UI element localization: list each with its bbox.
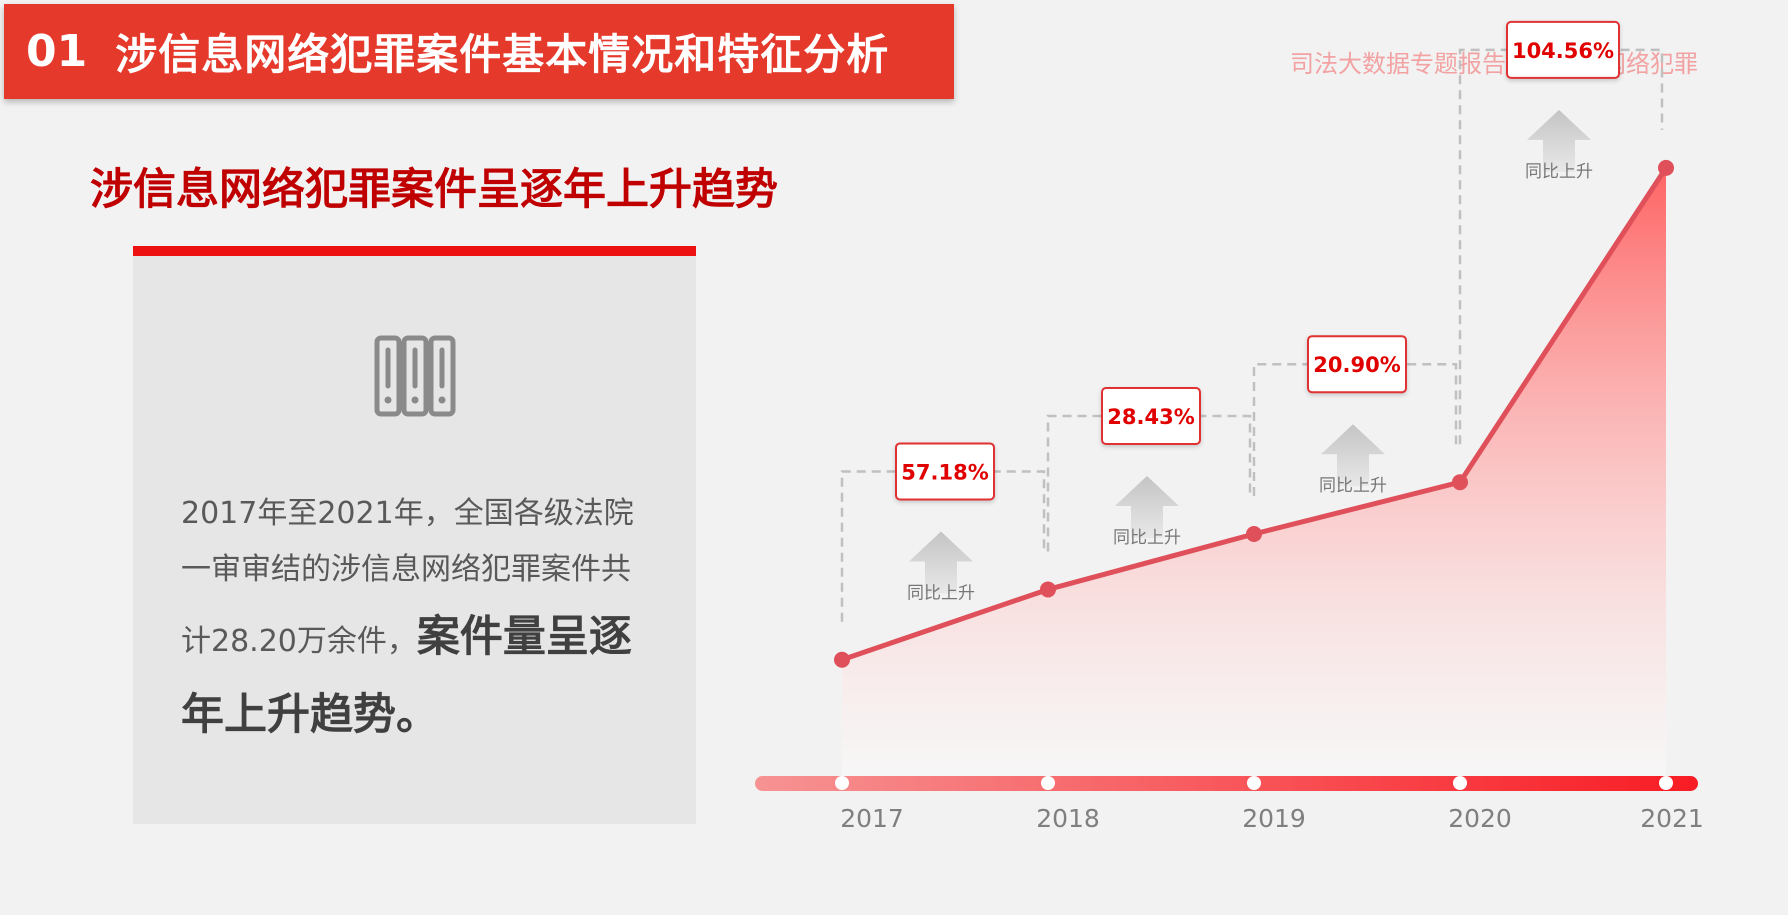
growth-label: 104.56%: [1512, 39, 1614, 63]
header-banner: 01 涉信息网络犯罪案件基本情况和特征分析: [4, 4, 954, 99]
growth-label-box: [1101, 386, 1201, 445]
growth-caption: 同比上升: [1319, 476, 1387, 496]
growth-bracket: [840, 470, 1046, 622]
info-text-line3: 计28.20万余件，: [181, 624, 417, 659]
data-point: [834, 651, 850, 668]
info-text-line1: 2017年至2021年，全国各级法院: [181, 496, 634, 531]
axis-tick: [1453, 776, 1467, 790]
info-card-text: 2017年至2021年，全国各级法院 一审审结的涉信息网络犯罪案件共 计28.2…: [181, 486, 661, 754]
growth-label: 28.43%: [1107, 405, 1194, 429]
x-tick-label: 2018: [1036, 804, 1100, 833]
axis-tick: [1041, 776, 1055, 790]
axis-tick: [835, 776, 849, 790]
up-arrow-icon: [909, 531, 973, 594]
x-axis-bar: [755, 776, 1698, 791]
header-number: 01: [26, 26, 88, 77]
x-tick-label: 2017: [840, 804, 904, 833]
info-card-topbar: [133, 246, 696, 256]
up-arrow-icon: [1527, 109, 1591, 172]
growth-bracket: [1046, 414, 1252, 552]
data-point: [1658, 159, 1674, 176]
report-tag: 司法大数据专题报告之涉信息网络犯罪: [1290, 50, 1698, 78]
info-card: 2017年至2021年，全国各级法院 一审审结的涉信息网络犯罪案件共 计28.2…: [133, 246, 696, 824]
x-tick-label: 2020: [1448, 804, 1512, 833]
up-arrow-icon: [1321, 424, 1385, 487]
x-tick-label: 2019: [1242, 804, 1306, 833]
up-arrow-icon: [1115, 475, 1179, 538]
growth-caption: 同比上升: [907, 583, 975, 603]
area-fill: [842, 167, 1666, 784]
growth-caption: 同比上升: [1525, 162, 1593, 182]
binders-icon: [374, 335, 456, 417]
data-point: [1040, 581, 1056, 598]
growth-caption: 同比上升: [1113, 528, 1181, 548]
header-title: 涉信息网络犯罪案件基本情况和特征分析: [115, 30, 890, 79]
data-point: [1246, 525, 1262, 542]
growth-label-box: [1506, 20, 1620, 79]
axis-tick: [1247, 776, 1261, 790]
growth-label: 20.90%: [1313, 353, 1400, 377]
x-tick-label: 2021: [1640, 804, 1704, 833]
growth-label-box: [895, 442, 995, 501]
growth-label-box: [1307, 335, 1407, 394]
info-text-emphasis: 案件量呈逐年上升趋势。: [181, 612, 632, 740]
info-text-line2: 一审审结的涉信息网络犯罪案件共: [181, 552, 631, 587]
data-point: [1452, 474, 1468, 491]
axis-tick: [1659, 776, 1673, 790]
section-heading: 涉信息网络犯罪案件呈逐年上升趋势: [90, 165, 778, 215]
growth-label: 57.18%: [901, 460, 988, 484]
